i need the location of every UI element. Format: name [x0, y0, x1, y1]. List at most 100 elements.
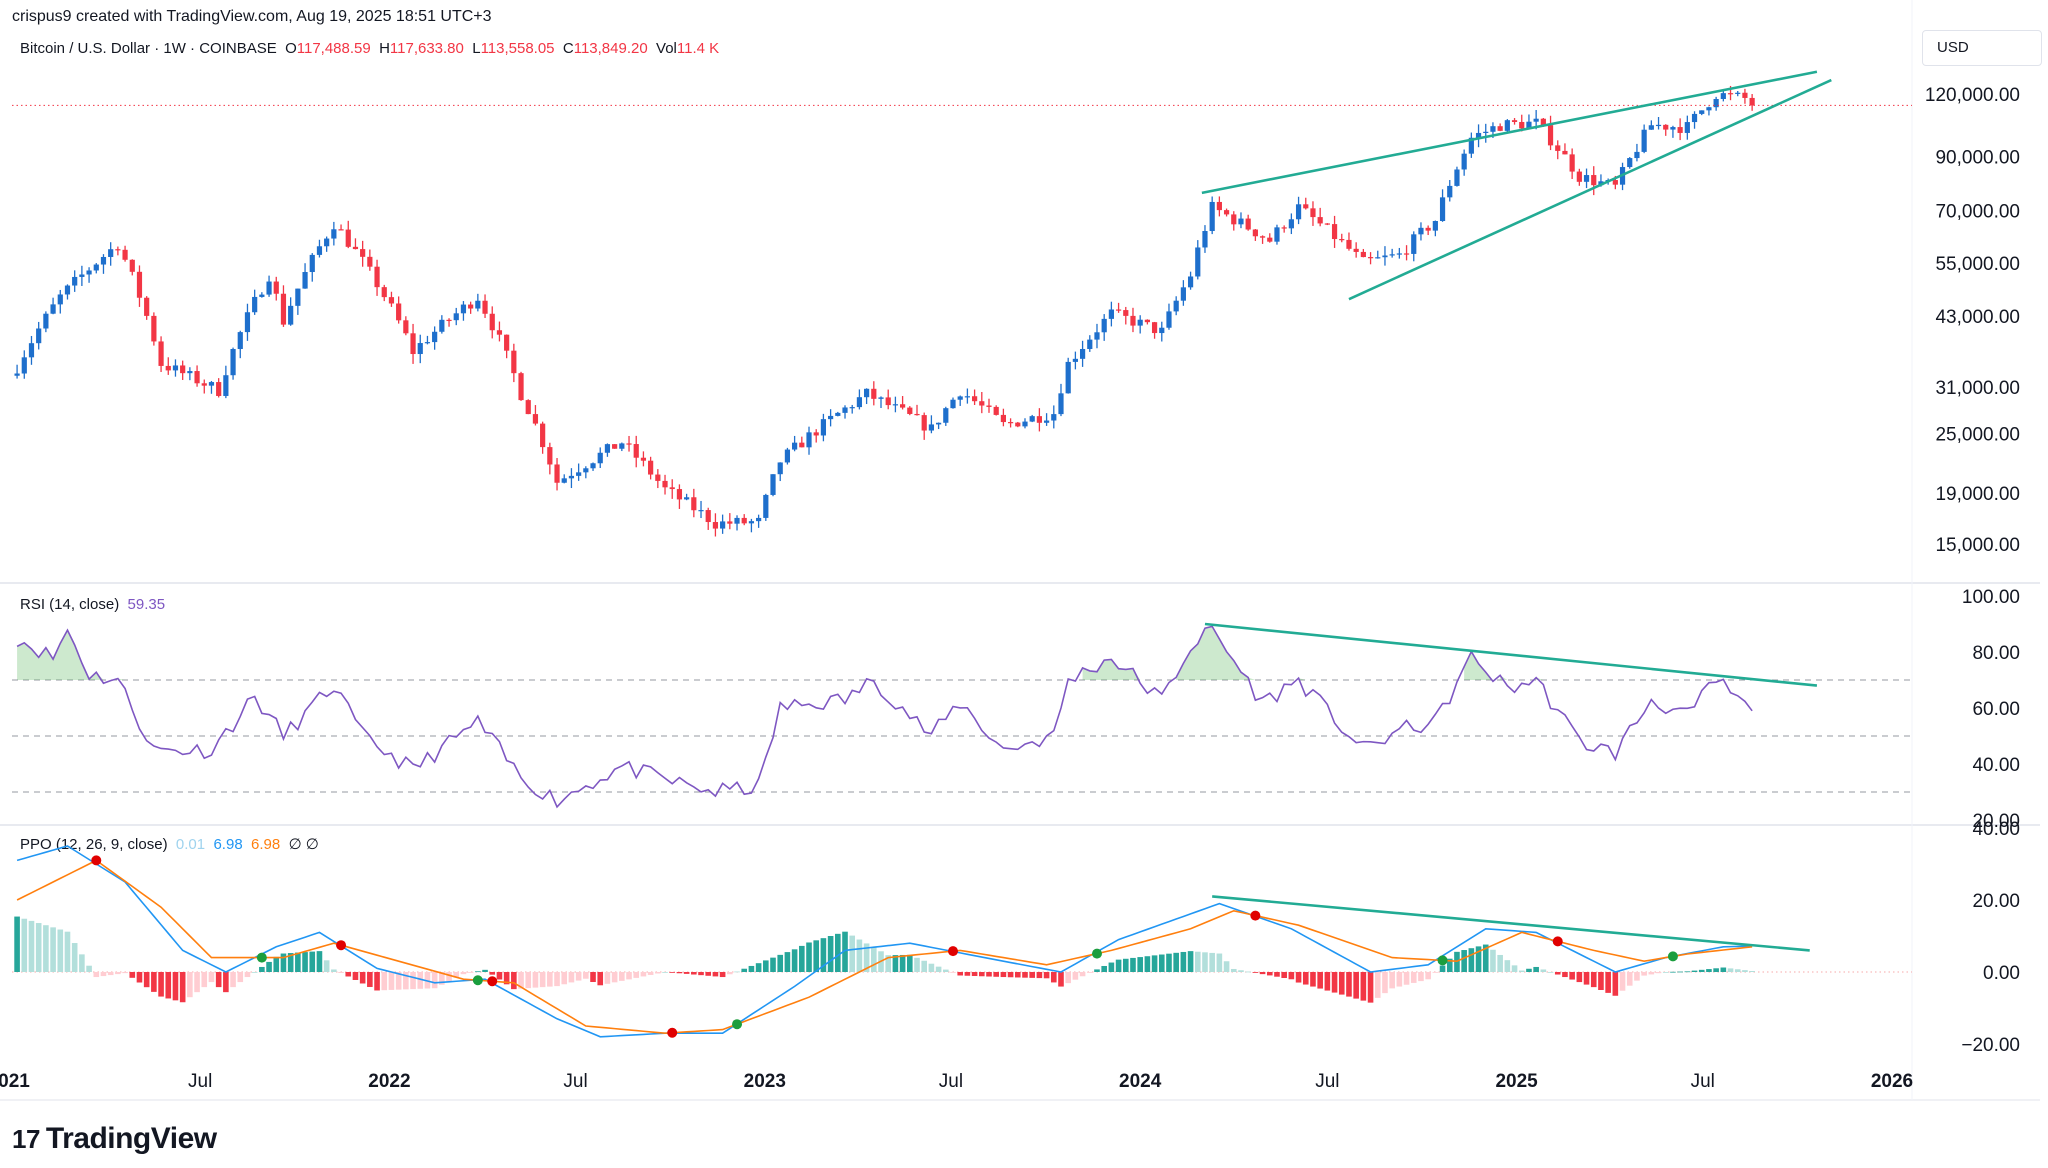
currency-selector[interactable]: USD [1922, 30, 2042, 66]
ppo-histogram-bar [806, 942, 812, 972]
time-tick-label: 2024 [1119, 1071, 1162, 1092]
ppo-histogram-bar [1274, 972, 1280, 977]
candle-body [1706, 107, 1712, 111]
ppo-histogram-bar [1144, 956, 1151, 972]
candle-body [727, 521, 733, 524]
ppo-histogram-bar [813, 940, 820, 972]
ppo-histogram-bar [309, 951, 316, 972]
candle-body [1367, 257, 1374, 259]
candle-body [1727, 93, 1734, 95]
ppo-histogram-bar [122, 972, 128, 974]
candle-body [1504, 120, 1510, 131]
ppo-histogram-bar [712, 972, 719, 977]
candle-body [417, 343, 423, 355]
candle-body [813, 432, 819, 436]
symbol-legend: Bitcoin / U.S. Dollar · 1W · COINBASE O1… [20, 40, 719, 57]
ppo-histogram-bar [755, 963, 762, 972]
ppo-histogram-bar [1058, 972, 1064, 987]
ppo-histogram-bar [1706, 969, 1712, 972]
candle-body [576, 472, 582, 476]
rsi-legend[interactable]: RSI (14, close) 59.35 [20, 596, 165, 613]
ppo-tick-label: 20.00 [1972, 891, 2020, 912]
candle-body [237, 332, 243, 350]
ppo-histogram-bar [1590, 972, 1597, 988]
candle-body [1079, 348, 1086, 359]
candle-body [820, 419, 827, 436]
ppo-histogram-bar [1403, 972, 1410, 985]
candle-body [1094, 332, 1100, 340]
candle-body [172, 365, 179, 371]
candle-body [921, 415, 927, 431]
close-label: C [562, 40, 574, 57]
candle-body [1562, 150, 1568, 155]
price-tick-label: 70,000.00 [1935, 202, 2020, 223]
candle-body [475, 300, 481, 309]
candle-body [1468, 137, 1474, 154]
wedge-lower-trendline [1348, 78, 1832, 301]
candle-body [1065, 361, 1071, 394]
candle-body [1202, 231, 1208, 248]
ppo-histogram-bar [1641, 972, 1647, 976]
ppo-histogram-bar [1266, 972, 1273, 976]
ppo-histogram-bar [1554, 972, 1561, 975]
candle-body [324, 238, 330, 247]
candle-body [1216, 201, 1222, 211]
ppo-histogram-bar [93, 972, 100, 978]
candle-body [338, 229, 344, 231]
candle-body [943, 408, 949, 423]
candle-body [878, 397, 884, 399]
ppo-histogram-bar [1079, 972, 1086, 977]
rsi-line [16, 625, 1753, 809]
ppo-histogram-bar [1259, 972, 1266, 975]
ppo-histogram-bar [669, 972, 676, 973]
candle-body [1418, 227, 1424, 235]
price-tick-label: 19,000.00 [1935, 484, 2020, 505]
ppo-cross-marker [1437, 955, 1448, 966]
ppo-cross-marker [667, 1027, 678, 1038]
ppo-histogram-bar [1511, 965, 1518, 972]
time-tick-label: Jul [563, 1071, 587, 1092]
ppo-histogram-bar [1727, 968, 1734, 972]
candle-body [1144, 319, 1150, 323]
ppo-histogram-bar [518, 972, 524, 989]
ppo-histogram-bar [1216, 953, 1223, 972]
ppo-histogram-bar [50, 927, 56, 972]
rsi-trendline [1204, 622, 1818, 687]
candle-body [1576, 171, 1582, 182]
candle-body [244, 312, 251, 333]
candle-body [1137, 319, 1143, 326]
ppo-histogram-bar [251, 972, 258, 973]
candle-body [1274, 227, 1280, 242]
time-tick-label: 2022 [368, 1071, 410, 1092]
tradingview-logo[interactable]: 17 TradingView [12, 1122, 217, 1156]
candle-body [86, 270, 92, 275]
ppo-histogram-bar [1583, 972, 1590, 985]
candle-body [1461, 153, 1467, 170]
candle-body [1115, 309, 1122, 311]
candle-body [180, 365, 186, 374]
ppo-histogram-bar [647, 972, 654, 975]
candle-body [590, 463, 596, 469]
candle-body [388, 297, 395, 304]
candle-body [720, 521, 726, 529]
ppo-histogram-bar [1691, 970, 1698, 972]
price-tick-label: 15,000.00 [1935, 535, 2020, 556]
ppo-histogram-bar [403, 972, 409, 990]
ppo-histogram-bar [302, 952, 308, 972]
candle-body [93, 264, 99, 271]
candle-body [439, 319, 445, 332]
candle-body [1677, 127, 1683, 133]
ppo-histogram-bar [1014, 972, 1021, 978]
ppo-cross-marker [487, 976, 498, 987]
symbol-title[interactable]: Bitcoin / U.S. Dollar · 1W · COINBASE [20, 40, 277, 57]
candle-body [1223, 210, 1230, 215]
ppo-histogram-bar [431, 972, 438, 989]
ppo-histogram-bar [1533, 966, 1539, 972]
rsi-tick-label: 60.00 [1972, 699, 2020, 720]
ppo-histogram-bar [1295, 972, 1302, 983]
candle-body [1072, 358, 1078, 362]
ppo-legend[interactable]: PPO (12, 26, 9, close) 0.01 6.98 6.98 ∅ … [20, 835, 319, 853]
ppo-histogram-bar [151, 972, 157, 992]
ppo-histogram-bar [1094, 969, 1100, 972]
